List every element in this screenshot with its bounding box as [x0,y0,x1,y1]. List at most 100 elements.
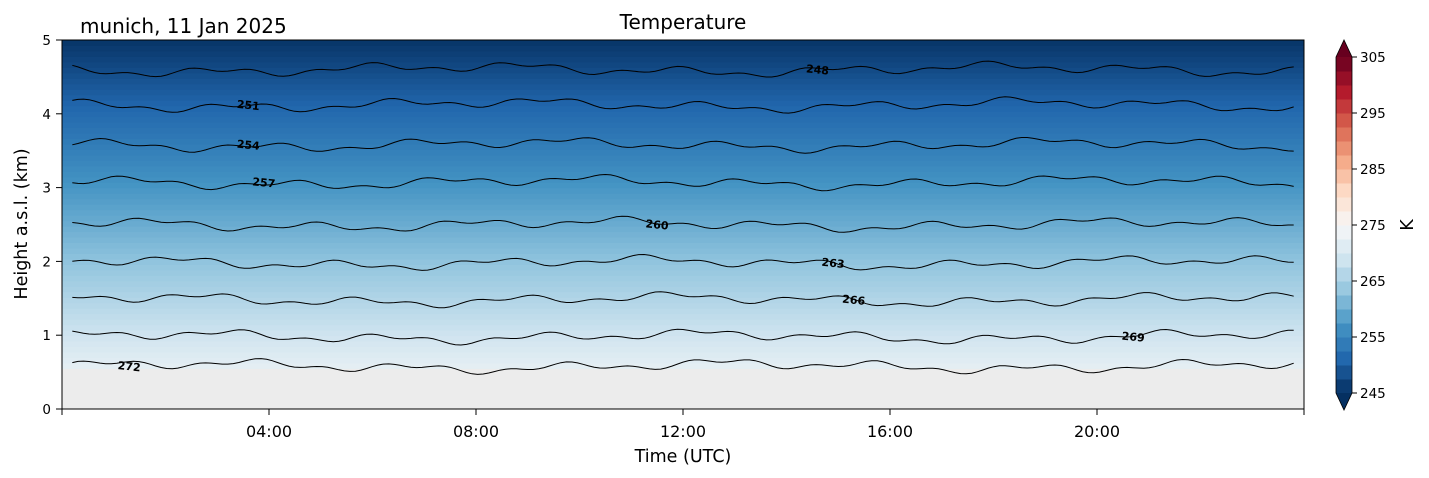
temperature-band [62,214,1304,222]
colorbar-segment [1336,99,1352,114]
location-date-label: munich, 11 Jan 2025 [80,14,287,38]
colorbar-tick-label: 285 [1360,162,1386,178]
x-tick-label: 04:00 [246,422,292,441]
y-tick-label: 1 [42,328,51,344]
temperature-band [62,203,1304,211]
colorbar-tick-label: 275 [1360,218,1386,234]
temperature-band [62,291,1304,298]
temperature-band [62,143,1304,150]
temperature-band [62,258,1304,265]
contour-line-257 [72,173,1294,192]
temperature-band [62,318,1304,326]
y-tick-label: 2 [42,254,51,270]
colorbar-segment [1336,183,1352,198]
temperature-band [62,127,1304,134]
colorbar-extend-max [1336,40,1352,57]
temperature-band [62,307,1304,315]
colorbar-segment [1336,309,1352,324]
contour-label-266: 266 [842,293,867,308]
temperature-band [62,296,1304,304]
colorbar-tick-label: 265 [1360,274,1386,290]
contour-line-269 [72,328,1294,346]
temperature-band [62,302,1304,309]
colorbar-segment [1336,71,1352,86]
contour-label-257: 257 [252,175,276,190]
temperature-band [62,263,1304,271]
colorbar-segment [1336,57,1352,72]
colorbar-segment [1336,155,1352,170]
temperature-band [62,55,1304,63]
contour-line-251 [72,96,1294,114]
y-axis-title: Height a.s.l. (km) [12,148,32,299]
colorbar-segment [1336,351,1352,366]
temperature-band [62,77,1304,85]
contour-label-269: 269 [1121,330,1145,345]
temperature-band [62,99,1304,107]
temperature-band [62,165,1304,172]
colorbar-segment [1336,267,1352,282]
temperature-band [62,88,1304,96]
temperature-band [62,346,1304,353]
colorbar-tick-label: 305 [1360,50,1386,66]
contour-line-254 [72,137,1294,154]
y-tick-label: 3 [42,181,51,197]
temperature-band [62,313,1304,320]
colorbar-segment [1336,365,1352,380]
temperature-band [62,181,1304,189]
contour-label-260: 260 [645,217,670,232]
temperature-band [62,198,1304,205]
temperature-band [62,209,1304,216]
colorbar-tick-label: 245 [1360,386,1386,402]
temperature-field [62,40,1304,369]
colorbar-segment [1336,169,1352,184]
temperature-band [62,40,1304,46]
colorbar-segment [1336,253,1352,268]
temperature-band [62,340,1304,348]
temperature-band [62,324,1304,331]
colorbar-segment [1336,295,1352,310]
temperature-band [62,138,1304,145]
colorbar-segment [1336,337,1352,352]
contour-line-248 [72,60,1294,78]
colorbar-segment [1336,127,1352,142]
y-tick-label: 4 [42,107,51,123]
contour-label-254: 254 [236,138,261,153]
colorbar-segment [1336,211,1352,226]
contour-label-251: 251 [236,98,260,113]
temperature-band [62,132,1304,140]
temperature-band [62,187,1304,194]
x-tick-label: 16:00 [867,422,913,441]
temperature-band [62,362,1304,369]
contour-label-272: 272 [117,359,141,374]
temperature-band [62,159,1304,167]
contour-labels: 272 269 266 263 260 257 254 251 248 [117,62,1145,374]
x-axis-title: Time (UTC) [634,447,732,467]
temperature-band [62,252,1304,260]
contour-line-263 [72,253,1294,271]
contour-label-263: 263 [821,256,845,271]
temperature-band [62,121,1304,129]
temperature-band [62,274,1304,282]
temperature-band [62,280,1304,287]
temperature-band [62,116,1304,123]
colorbar-tick-label: 255 [1360,330,1386,346]
colorbar-segment [1336,379,1352,394]
temperature-band [62,154,1304,161]
temperature-band [62,329,1304,337]
temperature-band [62,351,1304,358]
temperature-band [62,356,1304,364]
temperature-band [62,61,1304,68]
temperature-band [62,148,1304,156]
temperature-band [62,285,1304,293]
y-tick-label: 5 [42,33,51,49]
colorbar-extend-min [1336,393,1352,410]
y-axis: 0 1 2 3 4 5 [42,33,62,418]
colorbar: 245 255 265 275 285 295 305 [1335,39,1386,411]
colorbar-tick-label: 295 [1360,106,1386,122]
temperature-band [62,192,1304,200]
x-tick-label: 12:00 [660,422,706,441]
colorbar-segment [1336,281,1352,296]
colorbar-segment [1336,225,1352,240]
colorbar-segment [1336,323,1352,338]
temperature-band [62,105,1304,112]
